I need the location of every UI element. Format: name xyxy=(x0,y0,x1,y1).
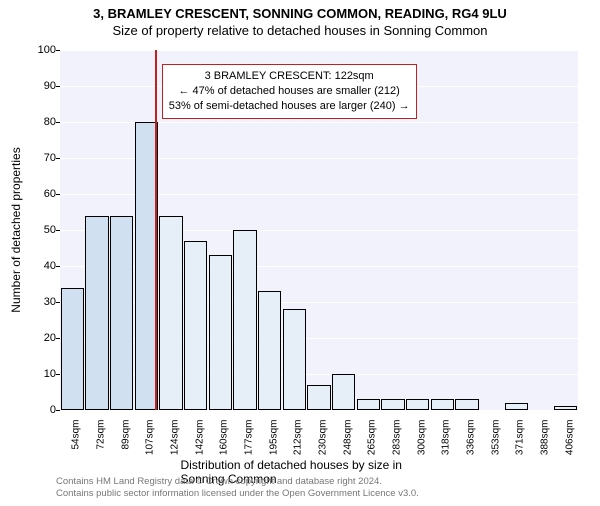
y-tick-mark xyxy=(56,158,60,159)
x-tick-label: 248sqm xyxy=(342,420,353,456)
histogram-bar xyxy=(505,403,528,410)
infobox-line2: ← 47% of detached houses are smaller (21… xyxy=(169,84,410,99)
reference-marker-line xyxy=(155,50,157,410)
histogram-bar xyxy=(357,399,380,410)
x-tick-label: 406sqm xyxy=(564,420,575,456)
x-tick-label: 89sqm xyxy=(120,420,131,450)
y-tick-label: 90 xyxy=(30,80,56,92)
y-tick-label: 0 xyxy=(30,404,56,416)
y-tick-mark xyxy=(56,266,60,267)
y-tick-mark xyxy=(56,374,60,375)
y-tick-mark xyxy=(56,410,60,411)
histogram-bar xyxy=(381,399,404,410)
y-tick-label: 70 xyxy=(30,152,56,164)
histogram-bar xyxy=(431,399,454,410)
infobox-line1: 3 BRAMLEY CRESCENT: 122sqm xyxy=(169,69,410,84)
y-tick-label: 10 xyxy=(30,368,56,380)
histogram-bar xyxy=(233,230,256,410)
histogram-bar xyxy=(159,216,182,410)
histogram-bar xyxy=(455,399,478,410)
y-tick-mark xyxy=(56,230,60,231)
gridline xyxy=(60,410,578,411)
y-axis-label: Number of detached properties xyxy=(9,147,23,312)
histogram-bar xyxy=(184,241,207,410)
x-tick-label: 195sqm xyxy=(268,420,279,456)
y-tick-mark xyxy=(56,86,60,87)
histogram-bar xyxy=(554,406,577,410)
y-tick-label: 20 xyxy=(30,332,56,344)
y-tick-label: 60 xyxy=(30,188,56,200)
infobox-line3: 53% of semi-detached houses are larger (… xyxy=(169,99,410,114)
x-tick-label: 177sqm xyxy=(244,420,255,456)
y-tick-label: 50 xyxy=(30,224,56,236)
x-tick-label: 142sqm xyxy=(194,420,205,456)
x-tick-label: 124sqm xyxy=(170,420,181,456)
x-tick-label: 212sqm xyxy=(293,420,304,456)
x-tick-label: 72sqm xyxy=(96,420,107,450)
histogram-bar xyxy=(209,255,232,410)
footer-line1: Contains HM Land Registry data © Crown c… xyxy=(56,476,419,488)
y-tick-mark xyxy=(56,50,60,51)
x-tick-label: 283sqm xyxy=(392,420,403,456)
x-tick-label: 336sqm xyxy=(466,420,477,456)
info-annotation-box: 3 BRAMLEY CRESCENT: 122sqm ← 47% of deta… xyxy=(162,64,417,119)
x-tick-label: 318sqm xyxy=(441,420,452,456)
histogram-bar xyxy=(258,291,281,410)
histogram-bar xyxy=(307,385,330,410)
title-subtitle: Size of property relative to detached ho… xyxy=(0,23,600,38)
y-tick-mark xyxy=(56,194,60,195)
footer-attribution: Contains HM Land Registry data © Crown c… xyxy=(56,476,419,500)
x-tick-label: 371sqm xyxy=(515,420,526,456)
y-tick-mark xyxy=(56,338,60,339)
footer-line2: Contains public sector information licen… xyxy=(56,488,419,500)
histogram-bar xyxy=(110,216,133,410)
title-address: 3, BRAMLEY CRESCENT, SONNING COMMON, REA… xyxy=(0,6,600,21)
histogram-bar xyxy=(85,216,108,410)
x-tick-label: 54sqm xyxy=(71,420,82,450)
y-tick-label: 100 xyxy=(30,44,56,56)
y-tick-mark xyxy=(56,302,60,303)
y-tick-label: 30 xyxy=(30,296,56,308)
y-tick-label: 40 xyxy=(30,260,56,272)
histogram-bar xyxy=(61,288,84,410)
histogram-bar xyxy=(283,309,306,410)
histogram-bar xyxy=(332,374,355,410)
x-tick-label: 388sqm xyxy=(540,420,551,456)
y-tick-label: 80 xyxy=(30,116,56,128)
y-tick-mark xyxy=(56,122,60,123)
x-tick-label: 107sqm xyxy=(145,420,156,456)
x-tick-label: 265sqm xyxy=(367,420,378,456)
x-tick-label: 160sqm xyxy=(219,420,230,456)
chart-container: Number of detached properties 3 BRAMLEY … xyxy=(48,50,578,410)
x-tick-label: 353sqm xyxy=(490,420,501,456)
x-tick-label: 230sqm xyxy=(318,420,329,456)
histogram-bar xyxy=(406,399,429,410)
x-tick-label: 300sqm xyxy=(416,420,427,456)
